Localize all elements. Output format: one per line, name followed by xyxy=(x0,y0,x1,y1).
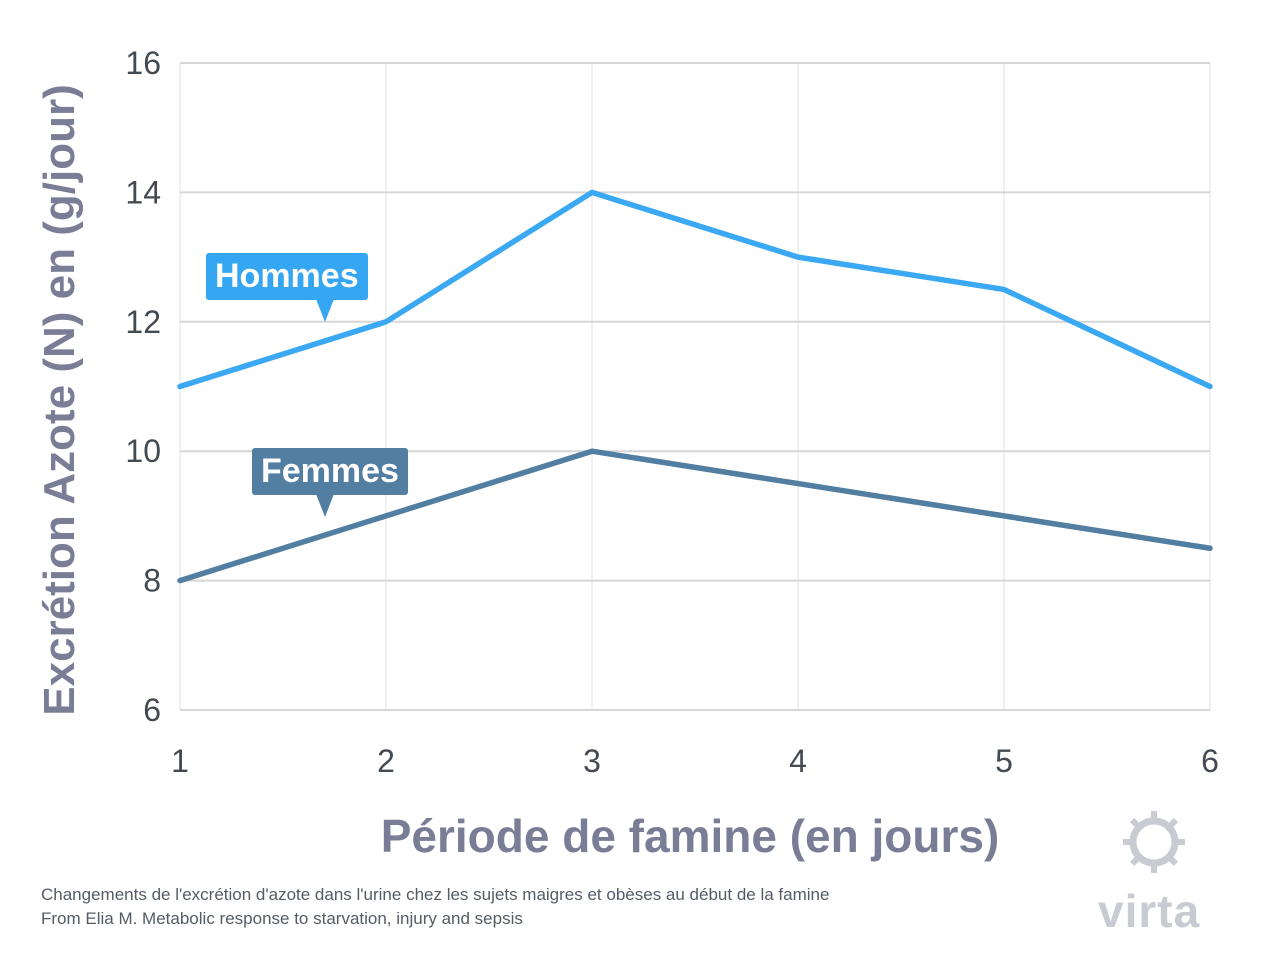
data-point-femmes xyxy=(1207,545,1213,551)
data-point-hommes xyxy=(1001,286,1007,292)
y-tick-label: 16 xyxy=(125,45,161,81)
data-point-femmes xyxy=(177,578,183,584)
y-tick-label: 14 xyxy=(125,174,161,210)
caption-source: From Elia M. Metabolic response to starv… xyxy=(41,909,523,928)
data-point-hommes xyxy=(795,254,801,260)
series-line-femmes xyxy=(177,448,1213,584)
y-tick-label: 12 xyxy=(125,304,161,340)
data-point-femmes xyxy=(383,513,389,519)
data-point-hommes xyxy=(1207,384,1213,389)
y-tick-label: 8 xyxy=(143,563,161,599)
y-tick-label: 10 xyxy=(125,433,161,469)
data-point-hommes xyxy=(589,189,595,195)
x-tick-label: 3 xyxy=(583,743,601,779)
caption-description: Changements de l'excrétion d'azote dans … xyxy=(41,885,830,904)
data-point-hommes xyxy=(383,319,389,325)
x-tick-label: 1 xyxy=(171,743,189,779)
x-tick-label: 2 xyxy=(377,743,395,779)
data-point-femmes xyxy=(1001,513,1007,519)
data-point-femmes xyxy=(795,481,801,487)
series-label-hommes: Hommes xyxy=(206,253,368,322)
series-line-hommes xyxy=(177,189,1213,390)
y-axis-title: Excrétion Azote (N) en (g/jour) xyxy=(35,84,84,716)
sun-icon xyxy=(1123,811,1185,873)
data-point-hommes xyxy=(177,384,183,389)
virta-logo: virta xyxy=(1098,885,1201,937)
x-tick-label: 6 xyxy=(1201,743,1219,779)
x-axis-title: Période de famine (en jours) xyxy=(380,810,1000,862)
series-label-femmes: Femmes xyxy=(252,448,408,517)
x-tick-label: 4 xyxy=(789,743,807,779)
data-point-femmes xyxy=(589,448,595,454)
y-tick-label: 6 xyxy=(143,692,161,728)
x-tick-label: 5 xyxy=(995,743,1013,779)
